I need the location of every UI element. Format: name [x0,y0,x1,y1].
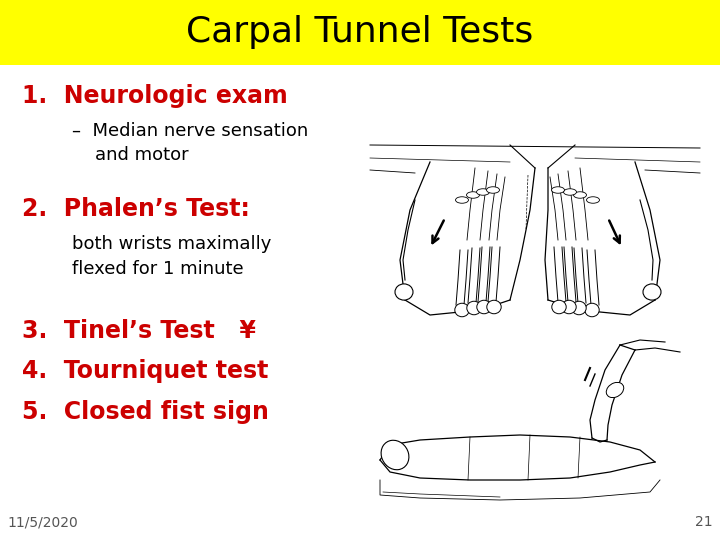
Text: 11/5/2020: 11/5/2020 [7,515,78,529]
Text: 2.  Phalen’s Test:: 2. Phalen’s Test: [22,197,249,221]
Ellipse shape [552,187,564,193]
FancyBboxPatch shape [0,0,720,65]
Ellipse shape [455,303,469,317]
Ellipse shape [552,300,566,314]
Text: 3.  Tinel’s Test   ¥: 3. Tinel’s Test ¥ [22,319,256,342]
Text: 21: 21 [696,515,713,529]
Ellipse shape [487,300,501,314]
Text: Carpal Tunnel Tests: Carpal Tunnel Tests [186,16,534,49]
Ellipse shape [395,284,413,300]
Ellipse shape [585,303,599,317]
Text: 5.  Closed fist sign: 5. Closed fist sign [22,400,269,423]
Ellipse shape [467,192,480,198]
Ellipse shape [477,189,490,195]
Text: –  Median nerve sensation
    and motor: – Median nerve sensation and motor [72,122,308,165]
Ellipse shape [477,300,491,314]
Ellipse shape [562,300,576,314]
Ellipse shape [643,284,661,300]
Ellipse shape [564,189,577,195]
Ellipse shape [487,187,500,193]
Ellipse shape [606,382,624,397]
Ellipse shape [467,301,481,315]
Ellipse shape [381,440,409,470]
Text: both wrists maximally
flexed for 1 minute: both wrists maximally flexed for 1 minut… [72,235,271,278]
Text: 4.  Tourniquet test: 4. Tourniquet test [22,359,268,383]
Ellipse shape [456,197,469,203]
Text: 1.  Neurologic exam: 1. Neurologic exam [22,84,287,107]
Ellipse shape [587,197,600,203]
Ellipse shape [572,301,586,315]
Ellipse shape [574,192,587,198]
